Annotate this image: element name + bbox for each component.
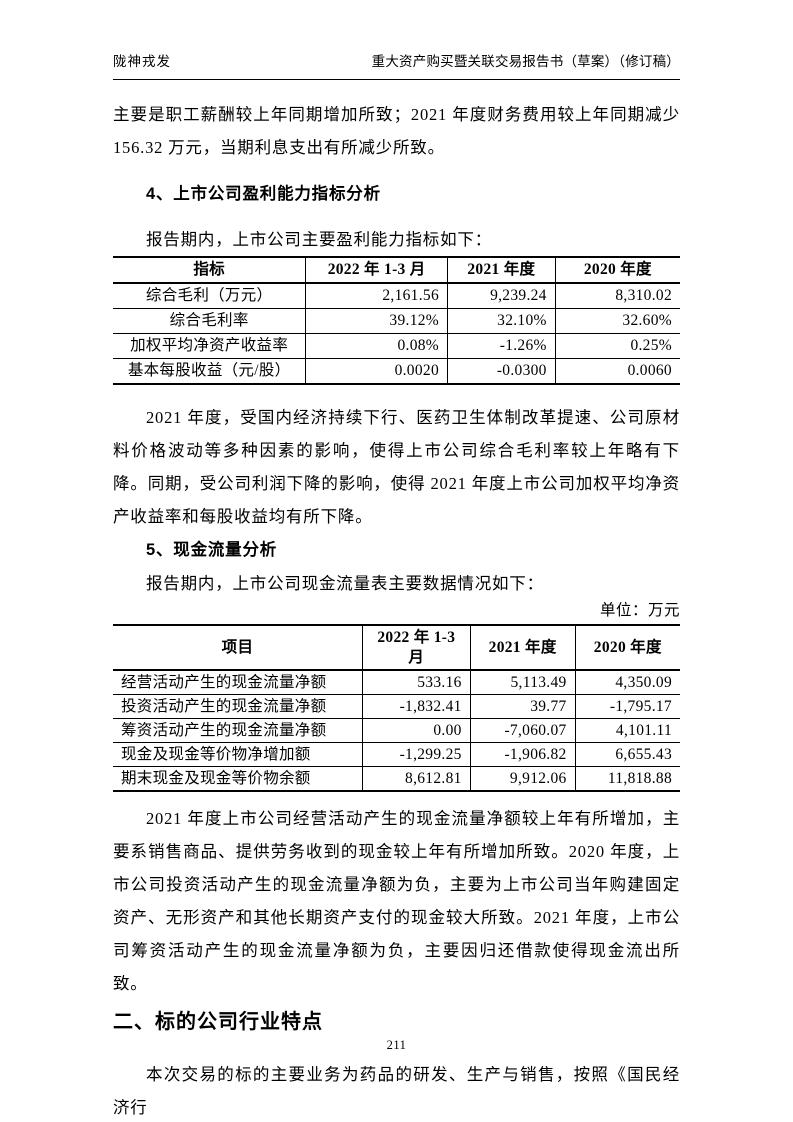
header-company-name: 陇神戎发 (113, 54, 171, 69)
table-cell: 0.25% (554, 333, 680, 359)
table-row: 现金及现金等价物净增加额 -1,299.25 -1,906.82 6,655.4… (113, 742, 680, 767)
table-cell: 投资活动产生的现金流量净额 (113, 694, 363, 719)
table-cell: 11,818.88 (574, 766, 680, 792)
table-cell: 2,161.56 (305, 282, 449, 309)
table-header-row: 指标 2022 年 1-3 月 2021 年度 2020 年度 (113, 256, 680, 284)
profitability-intro-paragraph: 报告期内，上市公司主要盈利能力指标如下： (146, 230, 492, 249)
section-heading-industry: 二、标的公司行业特点 (113, 1011, 323, 1033)
cashflow-analysis-paragraph: 2021 年度上市公司经营活动产生的现金流量净额较上年有所增加，主要系销售商品、… (113, 809, 680, 993)
profitability-analysis-paragraph: 2021 年度，受国内经济持续下行、医药卫生体制改革提速、公司原材料价格波动等多… (113, 408, 680, 526)
carryover-paragraph: 主要是职工薪酬较上年同期增加所致；2021 年度财务费用较上年同期减少 156.… (113, 105, 680, 157)
table-cell: 0.0060 (554, 358, 680, 385)
table-cell: 基本每股收益（元/股） (113, 358, 307, 385)
table-cell: -1,906.82 (469, 742, 576, 767)
table-unit-label: 单位：万元 (599, 602, 680, 619)
table-cell: 8,612.81 (361, 766, 471, 792)
subsection-heading-5: 5、现金流量分析 (146, 541, 278, 559)
table-cell: -1,795.17 (574, 694, 680, 719)
table-row: 投资活动产生的现金流量净额 -1,832.41 39.77 -1,795.17 (113, 694, 680, 719)
table-row: 筹资活动产生的现金流量净额 0.00 -7,060.07 4,101.11 (113, 718, 680, 743)
page-number: 211 (386, 1038, 407, 1052)
table-cell: 筹资活动产生的现金流量净额 (113, 718, 363, 743)
table-cell: 0.0020 (305, 358, 449, 385)
table-cell: 533.16 (361, 669, 471, 695)
table-cell: -1.26% (447, 333, 556, 359)
table-cell: -1,832.41 (361, 694, 471, 719)
table-header-cell: 2020 年度 (574, 624, 680, 671)
table-header-cell: 项目 (113, 624, 363, 671)
table-cell: 8,310.02 (554, 282, 680, 309)
table-row: 综合毛利（万元） 2,161.56 9,239.24 8,310.02 (113, 282, 680, 309)
table-cell: 5,113.49 (469, 669, 576, 695)
industry-intro-paragraph: 本次交易的标的主要业务为药品的研发、生产与销售，按照《国民经济行 (113, 1065, 680, 1117)
table-cell: 39.77 (469, 694, 576, 719)
table-cell: 现金及现金等价物净增加额 (113, 742, 363, 767)
header-doc-title: 重大资产购买暨关联交易报告书（草案）（修订稿） (371, 54, 680, 69)
table-row: 经营活动产生的现金流量净额 533.16 5,113.49 4,350.09 (113, 669, 680, 695)
table-cell: -7,060.07 (469, 718, 576, 743)
table-cell: 0.08% (305, 333, 449, 359)
table-cell: 32.10% (447, 308, 556, 334)
table-header-cell: 2021 年度 (469, 624, 576, 671)
table-cell: 0.00 (361, 718, 471, 743)
table-cell: 综合毛利（万元） (113, 282, 307, 309)
table-cell: 4,101.11 (574, 718, 680, 743)
table-row: 加权平均净资产收益率 0.08% -1.26% 0.25% (113, 333, 680, 359)
cashflow-table: 项目 2022 年 1-3 月 2021 年度 2020 年度 经营活动产生的现… (113, 624, 680, 792)
table-header-row: 项目 2022 年 1-3 月 2021 年度 2020 年度 (113, 624, 680, 671)
table-cell: -0.0300 (447, 358, 556, 385)
table-cell: 期末现金及现金等价物余额 (113, 766, 363, 792)
table-header-cell: 2020 年度 (554, 256, 680, 284)
table-cell: 39.12% (305, 308, 449, 334)
table-header-cell: 2022 年 1-3 月 (305, 256, 449, 284)
table-cell: 加权平均净资产收益率 (113, 333, 307, 359)
table-cell: 9,239.24 (447, 282, 556, 309)
table-cell: 9,912.06 (469, 766, 576, 792)
table-row: 综合毛利率 39.12% 32.10% 32.60% (113, 308, 680, 334)
table-header-cell: 2022 年 1-3 月 (361, 624, 471, 671)
table-cell: 32.60% (554, 308, 680, 334)
table-row: 基本每股收益（元/股） 0.0020 -0.0300 0.0060 (113, 358, 680, 385)
running-header: 陇神戎发 重大资产购买暨关联交易报告书（草案）（修订稿） (113, 52, 680, 80)
subsection-heading-4: 4、上市公司盈利能力指标分析 (146, 185, 381, 203)
table-header-cell: 指标 (113, 256, 307, 284)
table-cell: 综合毛利率 (113, 308, 307, 334)
table-row: 期末现金及现金等价物余额 8,612.81 9,912.06 11,818.88 (113, 766, 680, 792)
cashflow-intro-paragraph: 报告期内，上市公司现金流量表主要数据情况如下： (146, 574, 544, 593)
table-cell: 6,655.43 (574, 742, 680, 767)
table-cell: -1,299.25 (361, 742, 471, 767)
table-header-cell: 2021 年度 (447, 256, 556, 284)
table-cell: 经营活动产生的现金流量净额 (113, 669, 363, 695)
table-cell: 4,350.09 (574, 669, 680, 695)
profitability-table: 指标 2022 年 1-3 月 2021 年度 2020 年度 综合毛利（万元）… (113, 256, 680, 385)
